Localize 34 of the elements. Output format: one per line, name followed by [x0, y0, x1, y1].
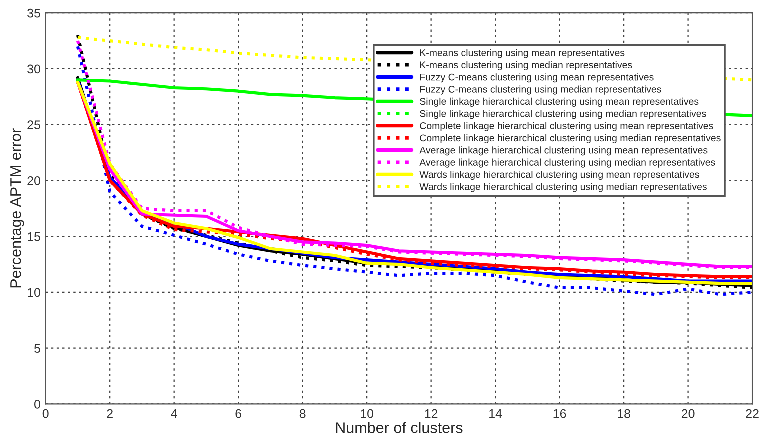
y-tick-label: 0	[34, 400, 40, 409]
x-tick-label: 16	[554, 409, 566, 418]
x-tick-label: 22	[746, 409, 759, 418]
legend-label: Complete linkage hierarchical clustering using mean representatives	[420, 122, 714, 132]
x-tick-label: 4	[171, 410, 178, 418]
legend-label: K-means clustering using mean representatives	[420, 49, 625, 58]
x-axis-title: Number of clusters	[336, 422, 463, 434]
x-tick-label: 10	[361, 409, 374, 418]
y-tick-label: 20	[28, 176, 40, 186]
y-tick-label: 5	[34, 344, 40, 354]
y-tick-label: 15	[28, 232, 40, 242]
x-tick-label: 0	[42, 409, 49, 418]
legend-label: Fuzzy C-means clustering using mean representatives	[420, 74, 654, 83]
y-tick-label: 35	[28, 8, 40, 18]
x-tick-label: 2	[107, 409, 113, 418]
x-tick-label: 18	[618, 409, 630, 418]
x-tick-label: 20	[682, 409, 695, 418]
y-tick-label: 30	[28, 64, 40, 74]
legend-label: K-means clustering using median representatives	[420, 61, 632, 70]
legend-label: Average linkage hierarchical clustering using median representatives	[420, 158, 716, 168]
x-tick-label: 12	[425, 409, 438, 418]
y-tick-label: 10	[28, 288, 40, 298]
x-tick-label: 6	[236, 409, 242, 418]
legend-label: Complete linkage hierarchical clustering using median representatives	[420, 134, 721, 144]
legend-label: Single linkage hierarchical clustering using median representatives	[420, 110, 706, 120]
legend-label: Average linkage hierarchical clustering using mean representatives	[420, 146, 708, 156]
legend-label: Wards linkage hierarchical clustering using mean representatives	[420, 170, 700, 180]
legend-label: Single linkage hierarchical clustering using mean representatives	[420, 98, 699, 107]
x-tick-label: 8	[300, 409, 306, 418]
legend-label: Wards linkage hierarchical clustering using median representatives	[420, 183, 707, 192]
x-tick-label: 14	[490, 410, 502, 418]
legend-label: Fuzzy C-means clustering using median representatives	[420, 86, 662, 95]
y-tick-label: 25	[28, 120, 40, 130]
y-axis-title: Percentage APTM error	[10, 128, 24, 288]
